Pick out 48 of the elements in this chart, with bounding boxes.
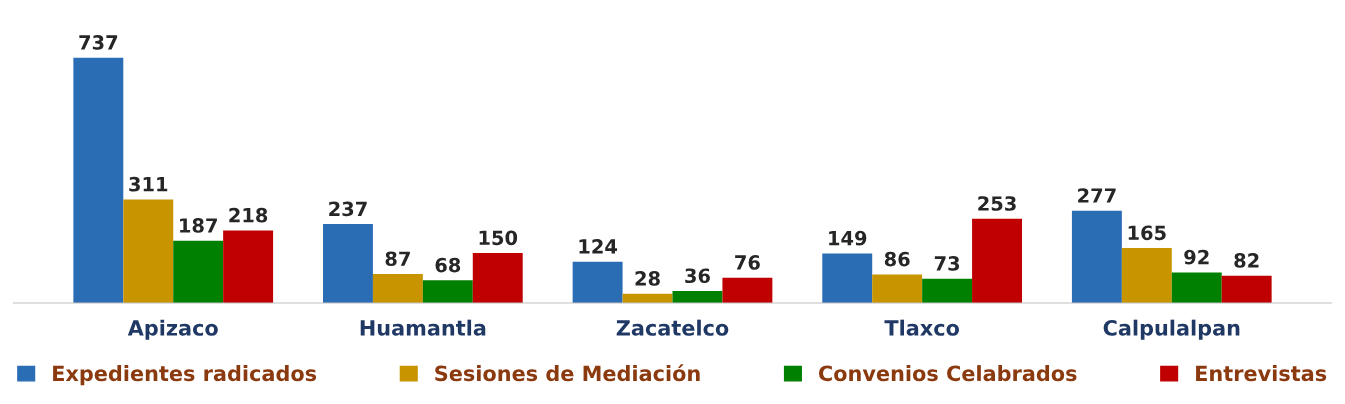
bar xyxy=(1071,210,1122,303)
bar xyxy=(73,57,124,303)
bar xyxy=(1221,275,1272,303)
data-label: 92 xyxy=(1184,249,1209,265)
data-label: 165 xyxy=(1128,225,1166,241)
bar xyxy=(972,218,1022,303)
data-label: 82 xyxy=(1234,253,1259,268)
data-label: 253 xyxy=(978,196,1016,211)
data-label: 124 xyxy=(579,239,618,254)
legend-label: Convenios Celabrados xyxy=(818,365,1077,382)
x-tick-label: Huamantla xyxy=(360,319,486,336)
x-tick-label: Calpulalpan xyxy=(1103,319,1240,340)
data-label: 218 xyxy=(229,207,268,223)
legend-label: Sesiones de Mediación xyxy=(435,364,700,382)
data-label: 76 xyxy=(735,255,760,270)
legend-label: Expedientes radicados xyxy=(53,365,317,386)
data-label: 28 xyxy=(635,271,660,286)
bar xyxy=(323,224,373,303)
data-label: 150 xyxy=(479,230,518,246)
data-label: 68 xyxy=(435,257,461,273)
data-label: 277 xyxy=(1078,188,1116,203)
bar xyxy=(472,253,523,303)
bar xyxy=(672,291,723,303)
data-label: 311 xyxy=(129,176,168,192)
bar xyxy=(722,277,773,303)
data-label: 36 xyxy=(685,268,710,284)
bar xyxy=(173,240,224,303)
bar xyxy=(372,274,423,303)
bar xyxy=(872,274,923,303)
bar xyxy=(922,278,973,303)
data-label: 87 xyxy=(385,251,410,267)
bar xyxy=(1171,272,1222,303)
data-label: 86 xyxy=(884,251,910,267)
bar xyxy=(422,280,473,303)
data-label: 737 xyxy=(79,35,118,50)
bar xyxy=(223,230,274,303)
bar xyxy=(1121,248,1172,303)
data-label: 237 xyxy=(329,201,367,217)
legend-label: Entrevistas xyxy=(1196,365,1327,382)
data-label: 149 xyxy=(829,230,867,246)
bar xyxy=(822,253,873,303)
bar xyxy=(572,261,623,303)
x-tick-label: Apizaco xyxy=(127,319,218,340)
x-tick-label: Tlaxco xyxy=(884,319,959,336)
data-label: 73 xyxy=(934,256,960,271)
data-label: 187 xyxy=(180,218,217,233)
bar xyxy=(123,199,174,303)
x-tick-label: Zacatelco xyxy=(616,319,729,336)
